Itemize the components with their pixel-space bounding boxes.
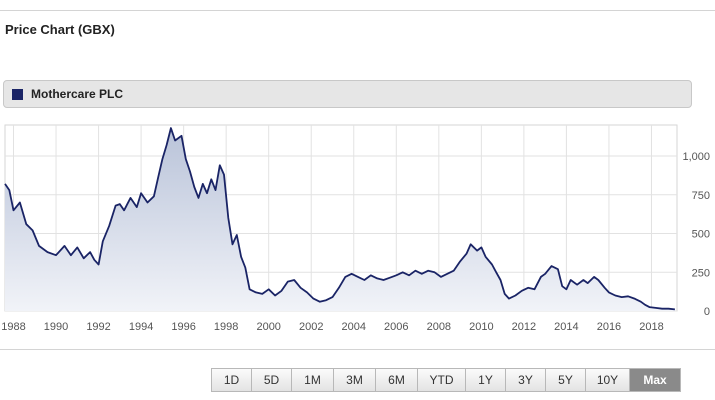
bottom-divider [0, 349, 715, 350]
range-button-5d[interactable]: 5D [252, 369, 292, 391]
range-button-5y[interactable]: 5Y [546, 369, 586, 391]
range-button-1d[interactable]: 1D [212, 369, 252, 391]
range-button-6m[interactable]: 6M [376, 369, 418, 391]
legend-label[interactable]: Mothercare PLC [31, 87, 124, 101]
x-tick-label: 2000 [256, 321, 280, 333]
y-tick-label: 500 [692, 229, 710, 241]
x-tick-label: 2002 [299, 321, 323, 333]
y-tick-label: 250 [692, 267, 710, 279]
range-selector: 1D 5D 1M 3M 6M YTD 1Y 3Y 5Y 10Y Max [211, 368, 681, 392]
range-button-ytd[interactable]: YTD [418, 369, 466, 391]
range-button-10y[interactable]: 10Y [586, 369, 630, 391]
x-tick-label: 2012 [512, 321, 536, 333]
x-tick-label: 1988 [1, 321, 25, 333]
range-button-3m[interactable]: 3M [334, 369, 376, 391]
x-axis: 1988 1990 1992 1994 1996 1998 2000 2002 2004 2006… [1, 321, 663, 333]
x-tick-label: 2018 [639, 321, 663, 333]
price-area [5, 128, 675, 311]
price-chart: 0 250 500 750 1,000 1988 1990 1992 1994 1996 1998… [1, 124, 710, 333]
x-tick-label: 2010 [469, 321, 493, 333]
legend: Mothercare PLC [3, 80, 692, 108]
y-tick-label: 1,000 [682, 151, 710, 163]
x-tick-label: 1994 [129, 321, 153, 333]
range-button-1y[interactable]: 1Y [466, 369, 506, 391]
x-tick-label: 2014 [554, 321, 578, 333]
x-tick-label: 1990 [44, 321, 68, 333]
x-tick-label: 1992 [86, 321, 110, 333]
range-button-3y[interactable]: 3Y [506, 369, 546, 391]
top-divider [0, 10, 715, 11]
x-tick-label: 2008 [427, 321, 451, 333]
price-line [4, 127, 675, 311]
legend-swatch [12, 89, 23, 100]
x-tick-label: 1996 [171, 321, 195, 333]
x-tick-label: 2004 [342, 321, 366, 333]
y-tick-label: 750 [692, 190, 710, 202]
y-tick-label: 0 [704, 306, 710, 318]
page-title: Price Chart (GBX) [5, 22, 115, 37]
y-axis: 0 250 500 750 1,000 [682, 151, 710, 318]
range-button-1m[interactable]: 1M [292, 369, 334, 391]
x-tick-label: 2006 [384, 321, 408, 333]
x-tick-label: 2016 [597, 321, 621, 333]
x-tick-label: 1998 [214, 321, 238, 333]
range-button-max[interactable]: Max [630, 369, 680, 391]
